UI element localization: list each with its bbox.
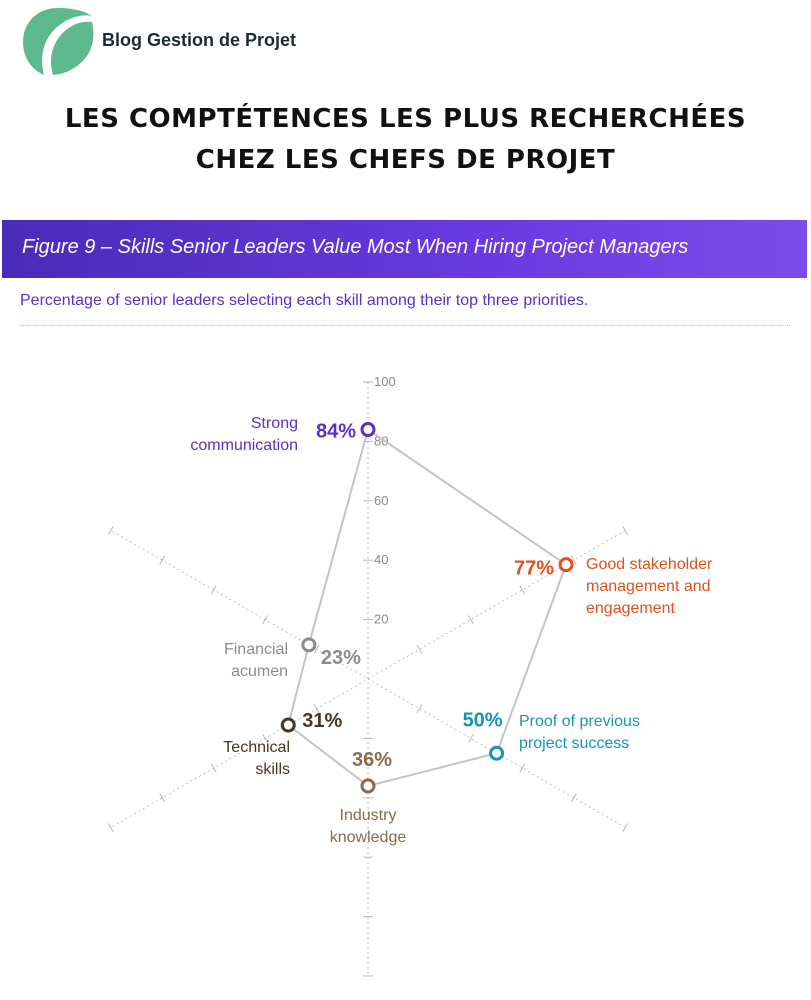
radar-axis-label-line: Good stakeholder	[586, 556, 713, 573]
radar-axis-label: Good stakeholder management and engagement	[586, 556, 713, 617]
radar-axis-label-line: communication	[190, 437, 298, 454]
radar-axis-tick	[210, 763, 217, 773]
leaf-logo-icon	[23, 8, 94, 75]
radar-axis-tick	[416, 704, 423, 714]
radar-axis-tick	[416, 644, 423, 654]
brand-header: Blog Gestion de Projet	[22, 6, 352, 76]
radar-axis-tick	[570, 793, 577, 803]
radar-value-label: 77%	[514, 558, 554, 580]
radar-data-point	[280, 717, 296, 733]
radar-value-label: 23%	[321, 647, 361, 669]
radar-data-point	[301, 637, 317, 653]
radar-axis-label: Strong communication	[190, 415, 298, 454]
radar-tick-label: 40	[374, 552, 388, 567]
radar-axis-line	[110, 530, 626, 828]
page-title-line-1: LES COMPTÉTENCES LES PLUS RECHERCHÉES	[64, 104, 747, 134]
radar-axis-tick	[467, 615, 474, 625]
radar-axis-tick	[519, 763, 526, 773]
radar-axis-label-line: Financial	[224, 641, 288, 658]
radar-axis-tick	[313, 644, 320, 654]
radar-tick-label: 20	[374, 612, 388, 627]
radar-axis-label-line: Technical	[223, 739, 290, 756]
radar-axis-tick	[210, 585, 217, 595]
radar-axis-label-line: management and	[586, 578, 711, 595]
radar-axis-label-line: Industry	[340, 807, 397, 824]
radar-axis-tick	[622, 822, 629, 833]
radar-axis-tick	[622, 525, 629, 536]
radar-axis-label-line: skills	[255, 761, 290, 778]
radar-value-label: 84%	[316, 421, 356, 443]
radar-axis-label-line: knowledge	[330, 829, 407, 846]
radar-axis-tick	[107, 525, 114, 536]
radar-data-point	[360, 422, 376, 438]
radar-axis-tick	[570, 555, 577, 565]
radar-axis-tick	[519, 585, 526, 595]
radar-tick-label: 60	[374, 493, 388, 508]
divider	[20, 325, 790, 326]
radar-axis-label: Proof of previous project success	[519, 713, 640, 752]
radar-axis-tick	[107, 822, 114, 833]
radar-tick-label: 100	[374, 374, 396, 389]
page-title-line-2: CHEZ LES CHEFS DE PROJET	[195, 145, 616, 175]
radar-axis-tick	[262, 615, 269, 625]
radar-axis-label-line: Proof of previous	[519, 713, 640, 730]
brand-name: Blog Gestion de Projet	[102, 30, 297, 50]
radar-axis-label-line: engagement	[586, 600, 676, 617]
figure-subtitle: Percentage of senior leaders selecting e…	[20, 292, 589, 309]
radar-axis-tick	[159, 555, 166, 565]
radar-axis-label-line: project success	[519, 735, 629, 752]
radar-axis-label: Technical skills	[223, 739, 290, 778]
figure-title-bar: Figure 9 – Skills Senior Leaders Value M…	[2, 220, 807, 278]
radar-axis-tick	[467, 733, 474, 743]
radar-axis-label-line: acumen	[231, 663, 288, 680]
radar-axis-label-line: Strong	[251, 415, 298, 432]
radar-axis-label: Financial acumen	[224, 641, 288, 680]
radar-axis-label: Industry knowledge	[330, 807, 407, 846]
radar-axis-tick	[313, 704, 320, 714]
radar-value-label: 31%	[302, 710, 342, 732]
figure-title: Figure 9 – Skills Senior Leaders Value M…	[22, 236, 689, 258]
radar-data-point	[489, 745, 505, 761]
radar-data-polygon	[287, 427, 568, 788]
radar-axis-tick	[262, 733, 269, 743]
radar-value-label: 36%	[352, 749, 392, 771]
radar-data-point	[558, 557, 574, 573]
radar-axis-tick	[159, 793, 166, 803]
radar-value-label: 50%	[463, 709, 503, 731]
radar-data-point	[360, 778, 376, 794]
